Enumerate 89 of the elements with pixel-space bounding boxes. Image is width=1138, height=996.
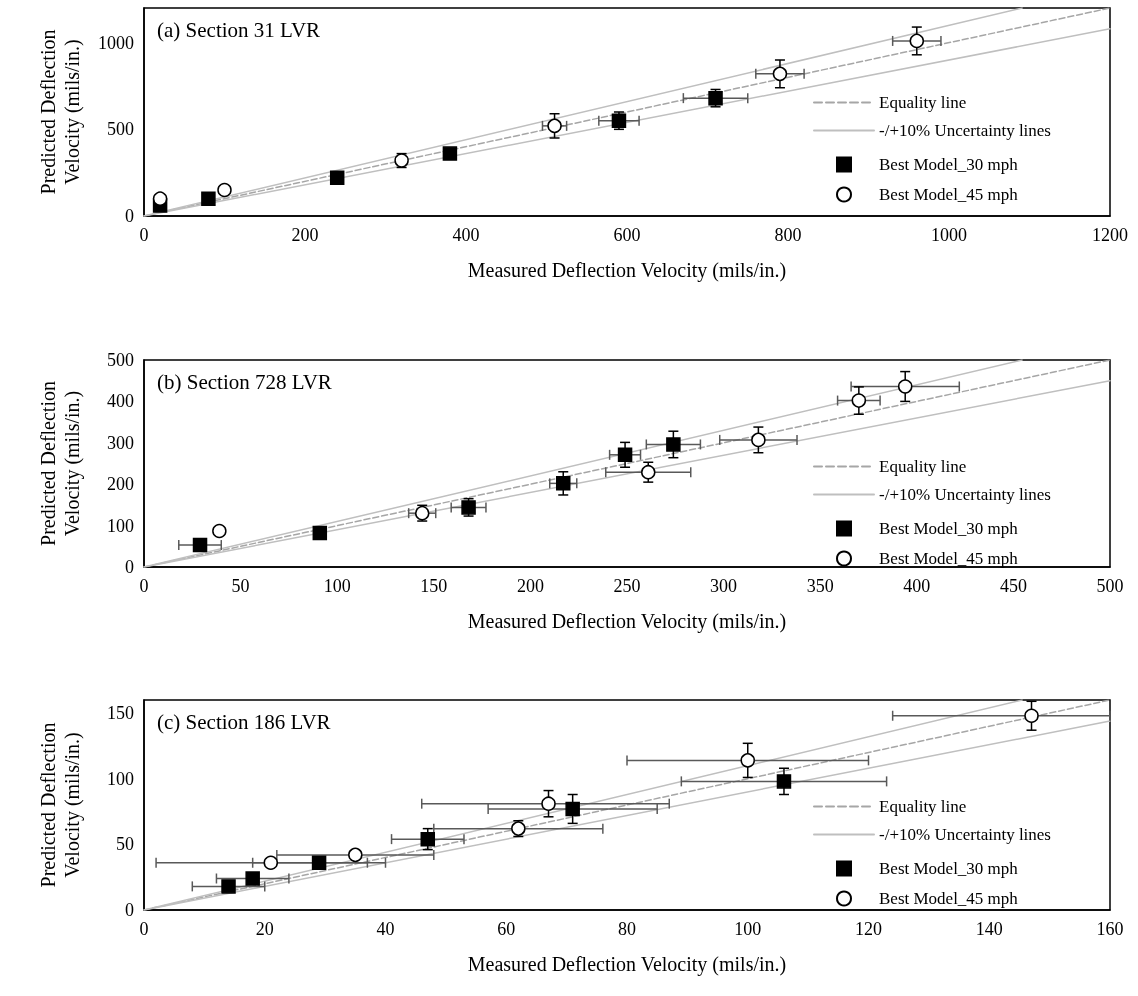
y-axis-title: Predicted Deflection Velocity (mils/in.) xyxy=(37,29,84,195)
x-tick-label: 0 xyxy=(139,225,149,245)
y-tick-label: 500 xyxy=(107,350,134,370)
x-tick-label: 500 xyxy=(1096,576,1124,596)
y-tick-label: 1000 xyxy=(98,32,134,53)
point xyxy=(772,66,788,82)
point xyxy=(740,753,755,768)
legend-label: Best Model_45 mph xyxy=(879,549,1019,568)
legend-label: Best Model_30 mph xyxy=(879,519,1019,538)
point xyxy=(311,855,327,870)
y-tick-label: 0 xyxy=(125,206,134,226)
y-tick-label: 200 xyxy=(107,474,134,495)
point xyxy=(217,182,232,198)
point xyxy=(666,437,681,452)
point xyxy=(263,855,279,870)
y-tick-label: 100 xyxy=(107,768,134,789)
point xyxy=(909,33,925,49)
point xyxy=(420,831,436,847)
point xyxy=(201,191,216,206)
y-axis-title: Predicted Deflection Velocity (mils/in.) xyxy=(37,722,84,888)
y-tick-label: 50 xyxy=(116,834,134,855)
point xyxy=(897,379,913,394)
x-tick-label: 400 xyxy=(452,225,480,245)
x-axis-title: Measured Deflection Velocity (mils/in.) xyxy=(467,953,787,976)
x-tick-label: 40 xyxy=(376,919,395,939)
y-tick-label: 150 xyxy=(107,703,134,724)
x-tick-label: 200 xyxy=(516,576,544,596)
point xyxy=(851,393,867,408)
legend-label: Best Model_45 mph xyxy=(879,889,1019,908)
y-tick-label: 0 xyxy=(125,900,134,920)
point xyxy=(329,170,345,186)
x-tick-label: 250 xyxy=(613,576,641,596)
y-tick-label: 0 xyxy=(125,557,134,577)
point xyxy=(1024,708,1039,723)
point xyxy=(245,871,260,886)
x-tick-label: 60 xyxy=(497,919,516,939)
x-tick-label: 200 xyxy=(291,225,319,245)
legend-label: -/+10% Uncertainty lines xyxy=(879,825,1051,844)
legend-label: Best Model_30 mph xyxy=(879,859,1019,878)
point xyxy=(442,146,458,161)
x-tick-label: 80 xyxy=(618,919,636,939)
x-axis-title: Measured Deflection Velocity (mils/in.) xyxy=(467,259,787,282)
point xyxy=(221,879,236,894)
legend-label: Equality line xyxy=(879,457,967,476)
point xyxy=(348,847,363,863)
text: (c) Section 186 LVR xyxy=(157,709,331,734)
x-tick-label: 1000 xyxy=(931,225,967,245)
point xyxy=(541,796,556,811)
legend-label: -/+10% Uncertainty lines xyxy=(879,485,1051,504)
point xyxy=(192,537,208,553)
text: (b) Section 728 LVR xyxy=(157,369,332,394)
legend-label: Equality line xyxy=(879,93,967,112)
x-tick-label: 150 xyxy=(420,576,448,596)
y-tick-label: 100 xyxy=(107,515,134,536)
x-tick-label: 0 xyxy=(139,576,149,596)
x-tick-label: 400 xyxy=(903,576,931,596)
x-tick-label: 450 xyxy=(999,576,1027,596)
point xyxy=(751,432,766,448)
point xyxy=(212,523,227,539)
legend-label: Best Model_30 mph xyxy=(879,155,1019,174)
y-tick-label: 500 xyxy=(107,119,134,140)
y-tick-label: 300 xyxy=(107,432,134,453)
x-tick-label: 20 xyxy=(255,919,274,939)
point xyxy=(547,118,562,134)
y-axis-title: Predicted Deflection Velocity (mils/in.) xyxy=(37,381,84,546)
point xyxy=(152,191,168,206)
x-tick-label: 600 xyxy=(613,225,641,245)
point xyxy=(565,801,580,817)
x-tick-label: 160 xyxy=(1096,919,1124,939)
legend-label: -/+10% Uncertainty lines xyxy=(879,121,1051,140)
point xyxy=(617,447,633,463)
x-tick-label: 100 xyxy=(323,576,351,596)
point xyxy=(776,774,792,789)
point xyxy=(312,525,328,541)
x-axis-title: Measured Deflection Velocity (mils/in.) xyxy=(467,610,787,633)
point xyxy=(555,476,571,491)
legend-label: Equality line xyxy=(879,797,967,816)
x-tick-label: 1200 xyxy=(1092,225,1128,245)
x-tick-label: 120 xyxy=(855,919,882,939)
y-tick-label: 400 xyxy=(107,391,134,412)
x-tick-label: 300 xyxy=(710,576,738,596)
text: (a) Section 31 LVR xyxy=(157,17,321,42)
x-tick-label: 0 xyxy=(139,919,149,939)
x-tick-label: 350 xyxy=(806,576,834,596)
x-tick-label: 140 xyxy=(975,919,1003,939)
x-tick-label: 50 xyxy=(231,576,250,596)
x-tick-label: 800 xyxy=(774,225,802,245)
legend-label: Best Model_45 mph xyxy=(879,185,1019,204)
x-tick-label: 100 xyxy=(734,919,762,939)
